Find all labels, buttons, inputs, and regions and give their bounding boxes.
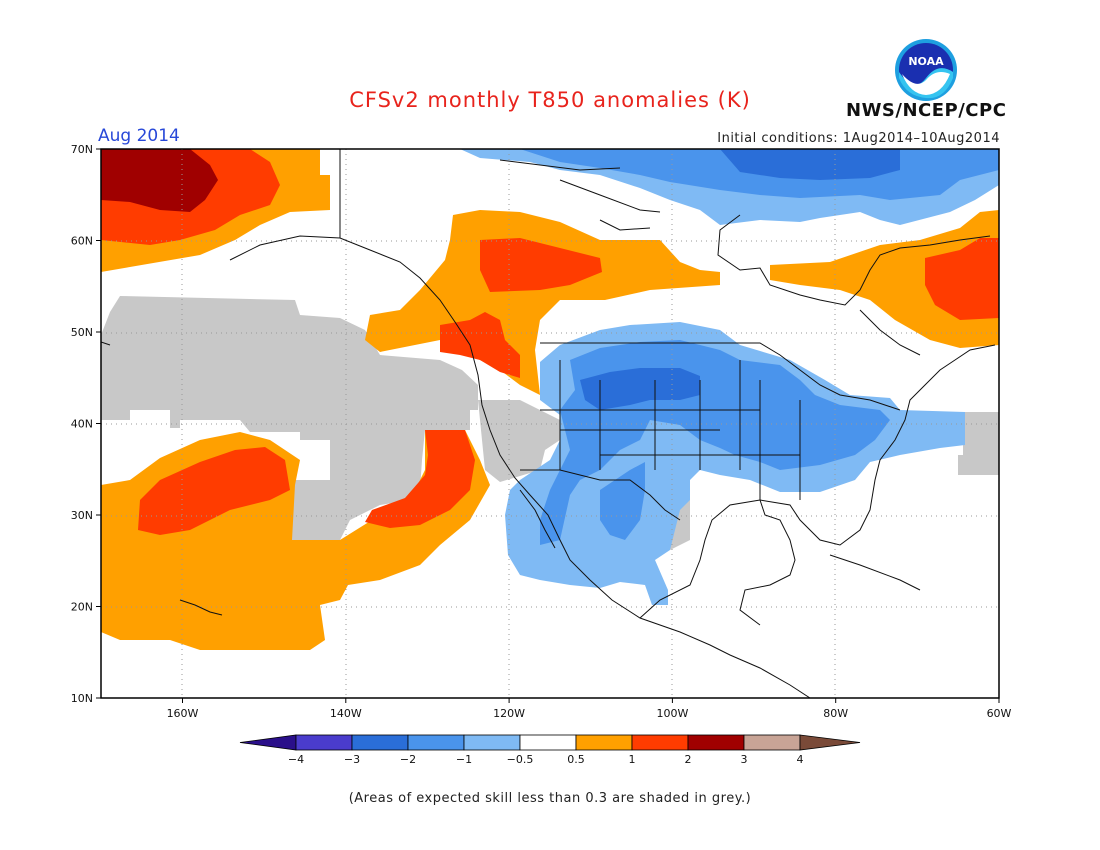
colorbar-label: 0.5 <box>567 753 585 766</box>
agency-name: NWS/NCEP/CPC <box>846 100 1007 121</box>
lat-label: 60N <box>71 235 93 248</box>
lat-label: 20N <box>71 601 93 614</box>
colorbar-label: −3 <box>344 753 360 766</box>
noaa-logo: NOAA <box>894 38 958 106</box>
latitude-labels: 70N 60N 50N 40N 30N 20N 10N <box>71 143 101 705</box>
colorbar-segment <box>351 734 409 751</box>
colorbar-label: −2 <box>400 753 416 766</box>
lon-label: 100W <box>656 707 688 720</box>
chart-title: CFSv2 monthly T850 anomalies (K) <box>349 88 751 112</box>
colorbar-arrow-right <box>799 734 861 751</box>
colorbar-arrow-left <box>239 734 297 751</box>
colorbar-label: 3 <box>741 753 748 766</box>
strong-cool-anomaly-regions <box>580 149 900 410</box>
lon-label: 160W <box>167 707 199 720</box>
lat-label: 30N <box>71 509 93 522</box>
colorbar-label: 4 <box>797 753 804 766</box>
colorbar-label: 1 <box>629 753 636 766</box>
lat-label: 50N <box>71 326 93 339</box>
noaa-logo-text: NOAA <box>908 55 944 68</box>
coastlines <box>101 149 996 698</box>
very-warm-anomaly-region <box>101 149 218 212</box>
colorbar-label: −4 <box>288 753 304 766</box>
initial-conditions: Initial conditions: 1Aug2014–10Aug2014 <box>717 131 1000 146</box>
colorbar-segment <box>295 734 353 751</box>
footnote: (Areas of expected skill less than 0.3 a… <box>348 791 752 806</box>
colorbar-segment <box>463 734 521 751</box>
colorbar-label: −0.5 <box>507 753 534 766</box>
colorbar-segment <box>575 734 633 751</box>
longitude-labels: 160W 140W 120W 100W 80W 60W <box>167 698 1012 720</box>
colorbar-segment <box>687 734 745 751</box>
colorbar-label: 2 <box>685 753 692 766</box>
lon-label: 80W <box>823 707 848 720</box>
lon-label: 140W <box>330 707 362 720</box>
forecast-period: Aug 2014 <box>98 126 180 146</box>
lon-label: 120W <box>493 707 525 720</box>
colorbar-segment <box>743 734 801 751</box>
lat-label: 40N <box>71 418 93 431</box>
colorbar-label: −1 <box>456 753 472 766</box>
colorbar-segment <box>519 734 577 751</box>
lat-label: 10N <box>71 692 93 705</box>
map-plot-area <box>101 149 999 698</box>
colorbar: −4 −3 −2 −1 −0.5 0.5 1 2 3 4 <box>239 734 861 766</box>
lon-label: 60W <box>987 707 1012 720</box>
colorbar-segment <box>631 734 689 751</box>
colorbar-segment <box>407 734 465 751</box>
lat-label: 70N <box>71 143 93 156</box>
